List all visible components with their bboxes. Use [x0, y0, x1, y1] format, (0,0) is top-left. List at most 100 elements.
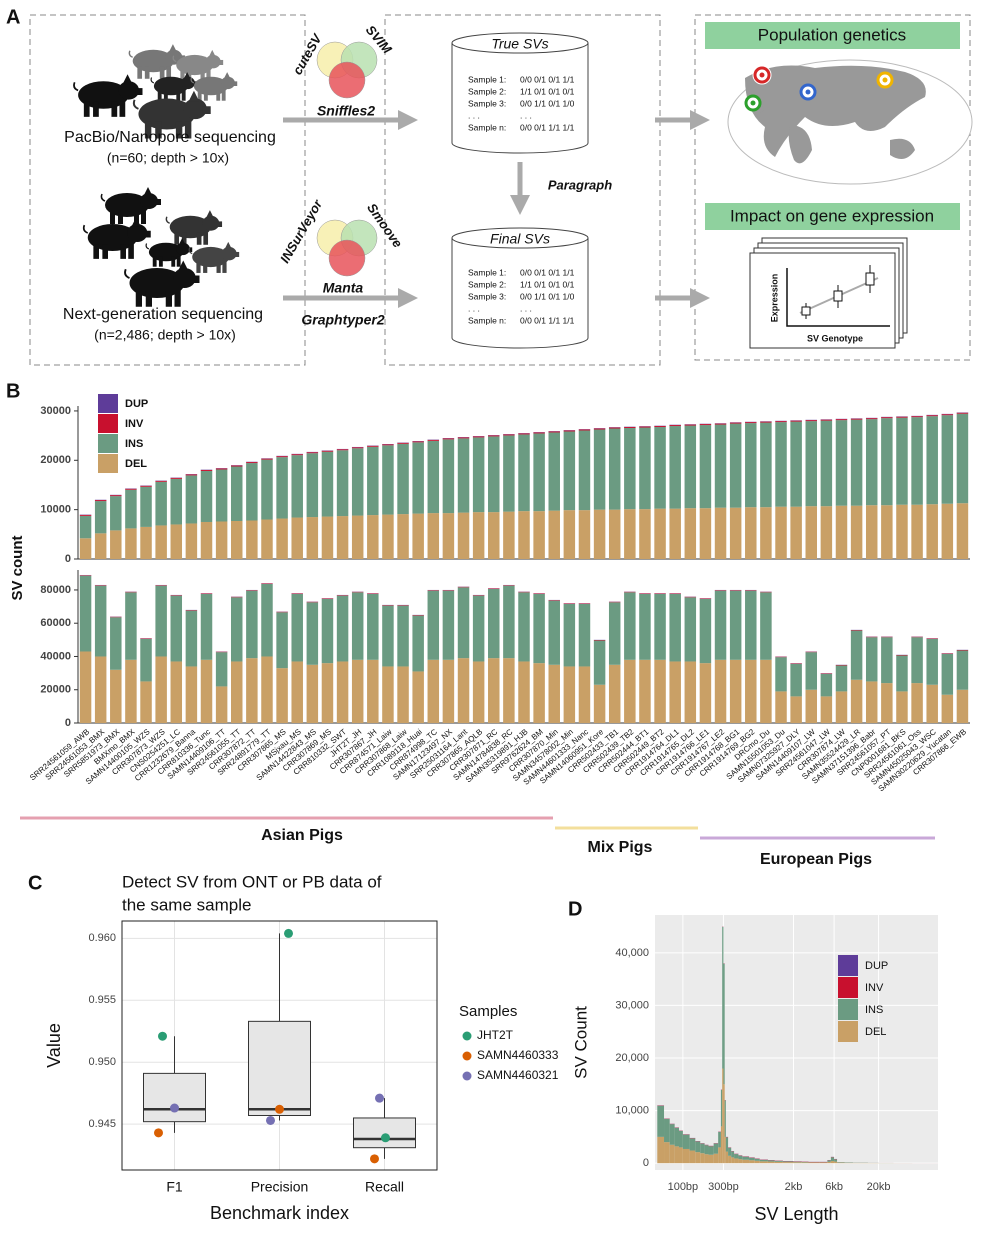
shape	[705, 22, 960, 49]
bar-segment	[563, 431, 576, 511]
histogram-bar	[657, 1136, 665, 1164]
bar-segment	[351, 592, 364, 660]
bar-segment	[896, 416, 908, 418]
bar-segment	[412, 513, 424, 559]
bar-segment	[110, 530, 122, 559]
bar-segment	[397, 514, 409, 559]
bar-segment	[351, 659, 364, 723]
bar-segment	[760, 507, 772, 559]
x-tick-label: 6kb	[825, 1181, 843, 1193]
shape	[865, 272, 875, 286]
bar-segment	[865, 419, 878, 506]
bar-segment	[306, 664, 319, 723]
bar-segment	[367, 659, 379, 723]
label: Population genetics	[758, 25, 906, 44]
shape	[124, 259, 201, 308]
table-label: Sample 3:	[468, 291, 506, 301]
bar-segment	[472, 595, 485, 662]
shape	[451, 238, 589, 349]
histogram-bar	[774, 1160, 783, 1162]
label: Sniffles2	[317, 103, 375, 119]
bar-segment	[669, 593, 681, 662]
bar-segment	[624, 427, 636, 429]
bar-segment	[382, 605, 394, 667]
bar-segment	[261, 458, 273, 460]
bar-segment	[790, 506, 802, 559]
bar-segment	[215, 521, 228, 559]
legend-swatch	[838, 955, 858, 976]
shape	[451, 43, 589, 154]
y-tick-label: 60000	[40, 617, 71, 629]
y-tick-label: 80000	[40, 584, 71, 596]
shape	[384, 14, 661, 366]
label: (n=2,486; depth > 10x)	[94, 327, 236, 343]
y-tick-label: 20000	[40, 454, 71, 466]
y-tick-label: 0.945	[88, 1118, 116, 1130]
plot-border	[121, 920, 438, 1171]
y-axis-title: SV Count	[571, 1006, 590, 1079]
bar-segment	[533, 593, 545, 664]
bar-segment	[125, 659, 137, 723]
bar-segment	[760, 592, 772, 660]
point	[266, 1115, 275, 1125]
bar-segment	[729, 590, 742, 660]
histogram-bar	[759, 1159, 768, 1162]
histogram-bar	[718, 1131, 721, 1148]
bar-segment	[745, 659, 757, 723]
bar-segment	[231, 520, 243, 559]
bar-segment	[185, 610, 198, 667]
table-label: Sample 1:	[468, 267, 506, 277]
histogram-bar	[728, 1147, 732, 1156]
bar-segment	[246, 590, 258, 659]
shape	[451, 32, 589, 54]
table-value: 0/0 1/1 0/1 1/0	[520, 291, 575, 301]
x-tick-label: Recall	[365, 1179, 404, 1195]
bar-segment	[775, 421, 787, 423]
bar-segment	[654, 593, 666, 660]
bar-segment	[699, 663, 712, 723]
point	[375, 1093, 384, 1103]
bar-segment	[896, 417, 908, 505]
legend-swatch	[838, 977, 858, 998]
bar-segment	[125, 592, 137, 660]
bar-segment	[246, 520, 258, 559]
panel-label: B	[6, 380, 20, 402]
legend-label: JHT2T	[477, 1028, 514, 1042]
bar-segment	[805, 689, 817, 723]
bar-segment	[805, 652, 817, 690]
histogram-bar	[674, 1146, 679, 1164]
bar-segment	[185, 474, 198, 476]
x-tick-label: 300bp	[708, 1181, 739, 1193]
bar-segment	[170, 595, 183, 662]
bar-segment	[246, 658, 258, 723]
bar-segment	[729, 659, 742, 723]
table-value: 0/0 0/1 1/1 1/1	[520, 122, 575, 132]
legend-label: INV	[125, 418, 144, 430]
bar-segment	[472, 437, 485, 513]
bar-segment	[805, 506, 817, 559]
y-tick-label: 0	[65, 553, 71, 565]
point	[170, 1103, 179, 1113]
histogram-bar	[837, 1162, 845, 1164]
table-label: . . .	[468, 303, 480, 313]
shape	[128, 43, 186, 80]
legend-swatch	[98, 414, 118, 433]
bar-segment	[518, 592, 530, 662]
bar-segment	[155, 585, 167, 657]
bar-segment	[427, 440, 440, 514]
histogram-bar	[725, 1137, 729, 1152]
y-tick-label: 30000	[40, 405, 71, 417]
shape	[705, 203, 960, 230]
legend-label: INS	[125, 438, 143, 450]
bar-segment	[397, 442, 409, 444]
bar-segment	[563, 430, 576, 432]
histogram-bar	[722, 1068, 724, 1164]
bar-segment	[382, 445, 394, 515]
x-tick-label: F1	[166, 1179, 183, 1195]
bar-segment	[367, 446, 379, 516]
bar-segment	[881, 637, 893, 684]
bar-segment	[291, 454, 303, 456]
label: Next-generation sequencing	[63, 306, 263, 323]
table-label: . . .	[468, 110, 480, 120]
bar-segment	[488, 588, 500, 659]
